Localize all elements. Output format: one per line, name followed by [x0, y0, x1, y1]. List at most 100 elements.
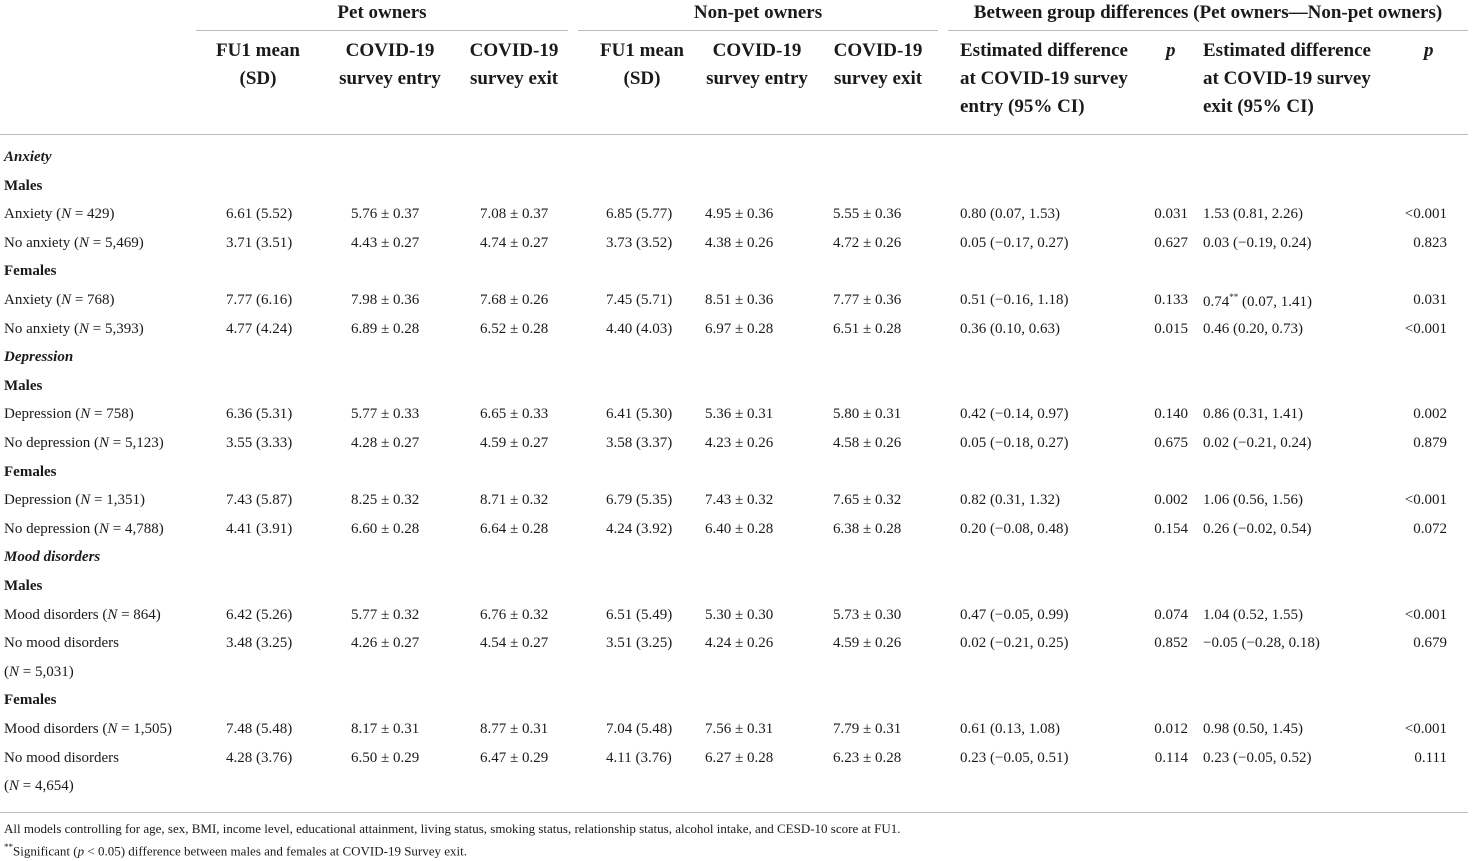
cell-pet-exit: 8.77 ± 0.31 [480, 721, 549, 737]
cell-diff-exit: 0.46 (0.20, 0.73) [1203, 320, 1303, 337]
cell-non-pet-fu1: 7.45 (5.71) [606, 292, 673, 308]
subgroup-label: Males [4, 578, 43, 594]
cell-pet-entry: 4.43 ± 0.27 [351, 234, 420, 251]
cell-p-exit: 0.072 [1413, 520, 1447, 537]
cell-non-pet-entry: 6.97 ± 0.28 [705, 320, 774, 337]
cell-pet-entry: 5.77 ± 0.33 [351, 406, 420, 423]
cell-non-pet-entry: 4.95 ± 0.36 [705, 206, 774, 223]
header-divider [0, 134, 1468, 135]
cell-diff-exit: 0.03 (−0.19, 0.24) [1203, 234, 1312, 251]
row-label-post: = 758) [90, 406, 134, 423]
row-label-pre: ( [4, 778, 9, 795]
cell-pet-fu1: 3.48 (3.25) [226, 635, 293, 652]
subgroup-row: Males [0, 573, 1476, 601]
row-label-post: = 864) [117, 606, 161, 623]
row-label: (N = 5,031) [4, 664, 74, 681]
cell-pet-entry: 8.17 ± 0.31 [351, 721, 420, 737]
cell-pet-fu1: 6.42 (5.26) [226, 606, 293, 623]
cell-diff-exit: 1.06 (0.56, 1.56) [1203, 492, 1303, 509]
cell-diff-entry: 0.20 (−0.08, 0.48) [960, 520, 1069, 537]
cell-p-entry: 0.012 [1154, 721, 1188, 737]
row-label-n: N [80, 492, 91, 509]
cell-diff-exit: 0.74** (0.07, 1.41) [1203, 292, 1312, 310]
cell-non-pet-exit: 6.23 ± 0.28 [833, 749, 902, 766]
row-label-pre: No anxiety ( [4, 234, 79, 251]
column-header-diff-exit: Estimated difference at COVID-19 survey … [1203, 40, 1371, 117]
table-row: Anxiety (N = 768) 7.77 (6.16) 7.98 ± 0.36 7… [0, 287, 1476, 315]
cell-diff-entry: 0.05 (−0.17, 0.27) [960, 234, 1069, 251]
cell-non-pet-exit: 7.65 ± 0.32 [833, 492, 902, 509]
row-label-pre: Depression ( [4, 492, 81, 509]
cell-diff-entry: 0.05 (−0.18, 0.27) [960, 435, 1069, 451]
cell-pet-exit: 6.52 ± 0.28 [480, 320, 549, 337]
cell-diff-exit: 1.04 (0.52, 1.55) [1203, 606, 1303, 623]
cell-pet-entry: 5.76 ± 0.37 [351, 206, 420, 223]
row-label-post: = 5,393) [89, 320, 144, 337]
cell-p-entry: 0.852 [1154, 635, 1188, 652]
cell-p-entry: 0.133 [1154, 292, 1188, 308]
cell-pet-exit: 6.64 ± 0.28 [480, 520, 549, 537]
group-rule-between-group [948, 30, 1468, 31]
cell-p-exit: 0.002 [1413, 406, 1447, 423]
cell-non-pet-entry: 7.43 ± 0.32 [705, 492, 774, 509]
table-row: No anxiety (N = 5,393) 4.77 (4.24) 6.89 ± … [0, 316, 1476, 344]
cell-pet-exit: 6.47 ± 0.29 [480, 749, 549, 766]
cell-diff-entry: 0.47 (−0.05, 0.99) [960, 606, 1069, 623]
cell-non-pet-fu1: 3.51 (3.25) [606, 635, 673, 652]
row-label-n: N [107, 721, 118, 737]
row-label-pre: No mood disorders [4, 635, 119, 652]
cell-non-pet-fu1: 6.41 (5.30) [606, 406, 673, 423]
table-row-continuation: (N = 5,031) [0, 659, 1476, 687]
cell-diff-entry: 0.02 (−0.21, 0.25) [960, 635, 1069, 652]
row-label: No anxiety (N = 5,469) [4, 235, 144, 252]
row-label-n: N [78, 320, 89, 337]
column-header-pet-fu1: FU1 mean (SD) [216, 40, 300, 89]
cell-p-exit: 0.823 [1413, 234, 1447, 251]
cell-pet-entry: 8.25 ± 0.32 [351, 492, 420, 509]
cell-non-pet-exit: 5.80 ± 0.31 [833, 406, 902, 423]
cell-pet-fu1: 7.77 (6.16) [226, 292, 293, 308]
cell-pet-fu1: 4.28 (3.76) [226, 749, 293, 766]
cell-pet-fu1: 6.36 (5.31) [226, 406, 293, 423]
row-label-pre: Mood disorders ( [4, 721, 108, 737]
cell-non-pet-fu1: 6.79 (5.35) [606, 492, 673, 509]
row-label-post: = 4,654) [19, 778, 74, 795]
section-label: Depression [4, 349, 74, 366]
group-rule-non-pet-owners [578, 30, 938, 31]
cell-diff-entry: 0.61 (0.13, 1.08) [960, 721, 1060, 737]
cell-non-pet-fu1: 3.58 (3.37) [606, 435, 673, 451]
subgroup-row: Males [0, 173, 1476, 201]
cell-diff-exit: 0.02 (−0.21, 0.24) [1203, 435, 1312, 451]
section-label: Mood disorders [4, 549, 101, 566]
row-label: Depression (N = 1,351) [4, 492, 145, 509]
subgroup-label: Males [4, 177, 43, 194]
subgroup-row: Females [0, 459, 1476, 487]
cell-diff-exit: 0.98 (0.50, 1.45) [1203, 721, 1303, 737]
group-header-non-pet-owners: Non-pet owners [693, 2, 823, 23]
row-label-post: = 1,351) [90, 492, 145, 509]
cell-non-pet-entry: 6.40 ± 0.28 [705, 520, 774, 537]
cell-pet-entry: 6.60 ± 0.28 [351, 520, 420, 537]
cell-non-pet-exit: 4.59 ± 0.26 [833, 635, 902, 652]
row-label: Anxiety (N = 768) [4, 292, 115, 309]
cell-diff-exit: −0.05 (−0.28, 0.18) [1203, 635, 1320, 652]
cell-p-entry: 0.074 [1154, 606, 1188, 623]
cell-pet-entry: 5.77 ± 0.32 [351, 606, 420, 623]
cell-non-pet-entry: 4.38 ± 0.26 [705, 234, 774, 251]
footnote-marker: ** [4, 842, 13, 852]
row-label-n: N [107, 606, 118, 623]
cell-diff-entry: 0.36 (0.10, 0.63) [960, 320, 1060, 337]
group-header-between-group: Between group differences (Pet owners—No… [973, 2, 1443, 23]
row-label-n: N [61, 292, 72, 308]
cell-pet-exit: 4.54 ± 0.27 [480, 635, 549, 652]
row-label-n: N [9, 778, 20, 795]
row-label: No mood disorders [4, 750, 119, 767]
row-label-post: = 768) [71, 292, 115, 308]
cell-p-entry: 0.031 [1154, 206, 1188, 223]
cell-non-pet-exit: 6.51 ± 0.28 [833, 320, 902, 337]
cell-p-entry: 0.627 [1154, 234, 1188, 251]
section-row: Depression [0, 344, 1476, 372]
subgroup-label: Females [4, 463, 57, 480]
footnote-text-post: < 0.05) difference between males and fem… [84, 843, 468, 859]
cell-diff-exit: 0.23 (−0.05, 0.52) [1203, 749, 1312, 766]
